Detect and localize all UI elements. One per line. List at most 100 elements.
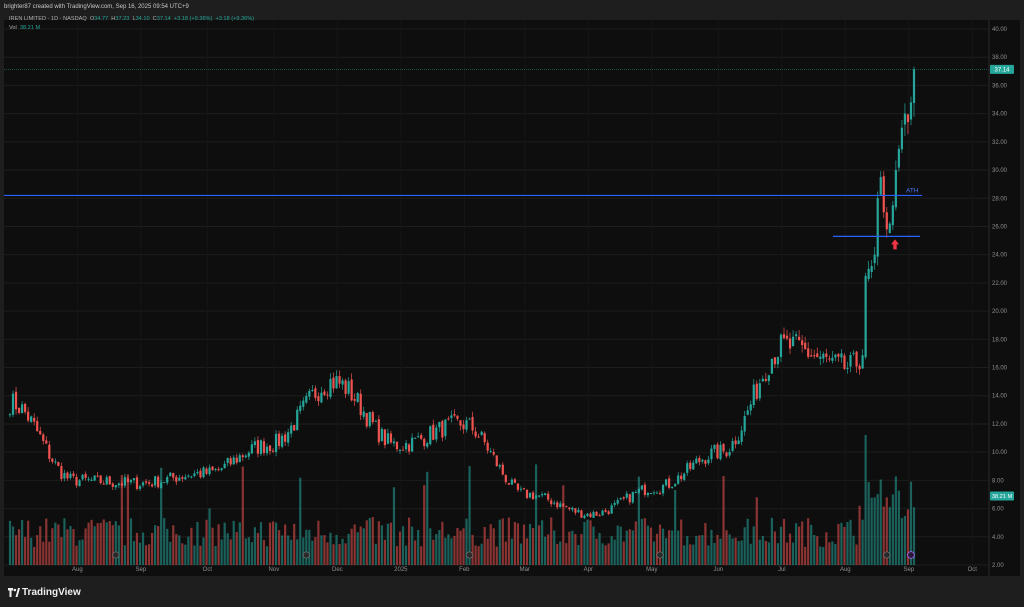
- price-label: 37.14: [994, 67, 1010, 73]
- volume-bar: [637, 476, 640, 565]
- volume-bar: [229, 539, 232, 565]
- candle-body: [740, 430, 743, 442]
- candle-body: [429, 426, 432, 445]
- candle-body: [906, 114, 910, 123]
- candle-body: [147, 482, 151, 484]
- volume-bar: [220, 539, 223, 565]
- candle-body: [60, 466, 63, 480]
- volume-legend: Vol 38.21 M: [9, 25, 40, 31]
- volume-bar: [628, 529, 631, 565]
- candle-body: [202, 467, 205, 478]
- volume-bar: [906, 509, 910, 565]
- chart-credit: brighter87 created with TradingView.com,…: [4, 4, 189, 10]
- candle-body: [193, 473, 196, 477]
- volume-bar: [553, 530, 556, 565]
- volume-bar: [120, 475, 123, 565]
- candle-body: [610, 505, 613, 514]
- volume-bar: [208, 508, 211, 565]
- candle-body: [196, 471, 199, 474]
- candle-body: [344, 380, 347, 395]
- volume-bar: [550, 517, 553, 565]
- candle-body: [858, 365, 861, 370]
- candle-body: [531, 492, 535, 500]
- candle-body: [456, 415, 459, 419]
- volume-bar: [305, 529, 308, 565]
- volume-bar: [344, 543, 347, 565]
- volume-bar: [438, 529, 441, 565]
- candle-body: [658, 493, 662, 495]
- candle-body: [302, 400, 305, 407]
- candle-body: [537, 495, 541, 497]
- volume-bar: [27, 520, 30, 565]
- volume-bar: [284, 524, 287, 565]
- candle-body: [250, 444, 253, 454]
- candle-body: [187, 475, 190, 477]
- candle-body: [776, 357, 780, 365]
- candle-body: [407, 444, 411, 452]
- volume-bar: [308, 529, 311, 565]
- volume-bar: [63, 518, 66, 565]
- x-tick-label: Nov: [269, 567, 280, 573]
- candle-body: [870, 265, 873, 273]
- candle-body: [117, 483, 120, 486]
- candle-body: [631, 491, 634, 503]
- candle-body: [510, 479, 513, 485]
- candle-body: [882, 176, 885, 213]
- candle-body: [199, 470, 202, 478]
- candle-body: [238, 455, 241, 463]
- candle-body: [595, 511, 598, 516]
- volume-bar: [816, 536, 819, 565]
- x-tick-label: May: [646, 567, 657, 573]
- volume-bar: [495, 546, 498, 565]
- candle-body: [894, 170, 897, 208]
- volume-bar: [417, 529, 420, 565]
- chart-area[interactable]: 40.00 38.00 36.00 34.00 32.00 30.00 28.00 26.00…: [4, 20, 1020, 576]
- volume-bar: [671, 530, 674, 565]
- volume-bar: [259, 522, 263, 565]
- volume-bar: [178, 535, 181, 565]
- footer-bar: [0, 578, 1024, 607]
- candle-body: [725, 452, 728, 457]
- candle-body: [90, 479, 93, 481]
- candle-body: [11, 393, 15, 415]
- candle-body: [849, 355, 852, 367]
- candle-body: [353, 399, 356, 401]
- candle-body: [332, 377, 335, 389]
- candle-body: [553, 502, 556, 504]
- high-value: 37.23: [115, 16, 130, 22]
- volume-bar: [858, 505, 861, 565]
- candle-body: [284, 434, 287, 442]
- candle-body: [160, 482, 163, 489]
- volume-bar: [725, 530, 728, 565]
- volume-bar: [144, 545, 148, 565]
- candle-body: [365, 413, 368, 427]
- candle-body: [468, 418, 471, 420]
- candle-body: [235, 457, 238, 463]
- volume-bar: [187, 536, 190, 565]
- volume-bar: [329, 532, 332, 565]
- volume-bar: [244, 538, 247, 565]
- volume-bar: [332, 544, 335, 565]
- y-tick-label: 20.00: [992, 309, 1008, 315]
- candle-body: [486, 442, 489, 451]
- price-label-box: [990, 64, 1014, 74]
- volume-bar: [241, 466, 244, 565]
- volume-bar: [559, 541, 562, 565]
- candle-body: [72, 473, 75, 477]
- candle-body: [586, 513, 589, 517]
- volume-bar: [132, 541, 136, 565]
- volume-bar: [489, 524, 492, 565]
- volume-bar: [625, 530, 628, 565]
- candle-body: [48, 444, 51, 459]
- volume-bar: [752, 526, 755, 565]
- volume-bar: [664, 538, 668, 565]
- candle-body: [855, 351, 858, 367]
- candlestick-chart[interactable]: 40.00 38.00 36.00 34.00 32.00 30.00 28.00 26.00…: [4, 20, 1020, 576]
- candle-body: [710, 448, 713, 460]
- volume-bar: [211, 527, 214, 565]
- symbol-name: IREN LIMITED · 1D · NASDAQ: [9, 16, 87, 22]
- volume-bar: [99, 522, 102, 565]
- volume-label: Vol: [9, 25, 17, 31]
- candle-body: [516, 483, 520, 490]
- volume-bar: [202, 537, 205, 565]
